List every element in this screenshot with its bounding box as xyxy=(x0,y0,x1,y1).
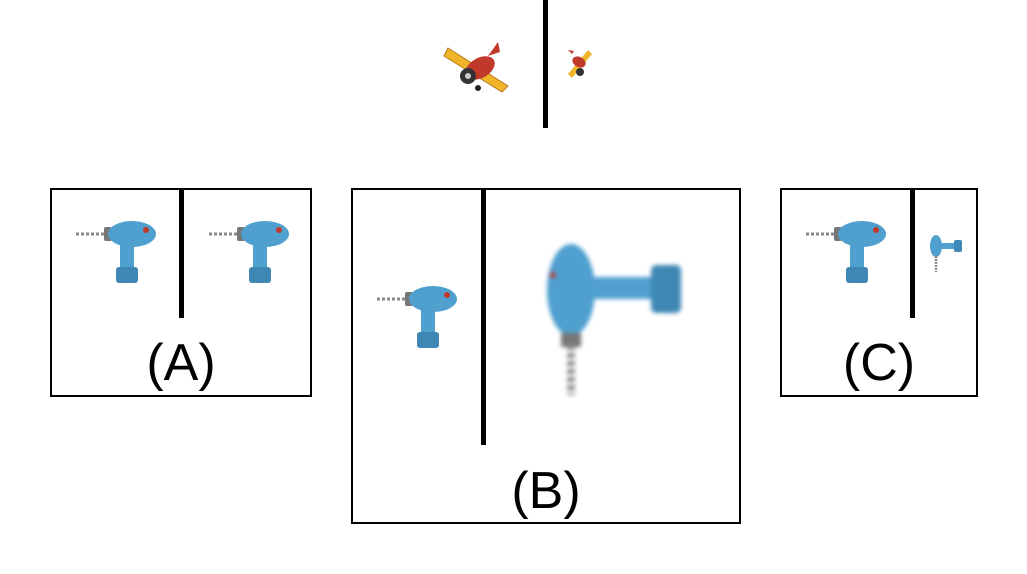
option-c-label: (C) xyxy=(842,334,916,392)
option-c-box[interactable]: (C) xyxy=(780,188,978,397)
option-b-label: (B) xyxy=(511,462,581,520)
toy-airplane-icon-small xyxy=(568,50,592,78)
toy-drill-icon xyxy=(806,221,886,283)
option-a-divider xyxy=(179,190,184,318)
toy-drill-icon xyxy=(76,221,156,283)
toy-drill-icon-large-rotated xyxy=(547,244,681,395)
toy-drill-icon xyxy=(377,286,457,348)
option-a-box[interactable]: (A) xyxy=(50,188,312,397)
toy-airplane-icon xyxy=(443,42,509,93)
option-c-divider xyxy=(910,190,915,318)
option-b-box[interactable]: (B) xyxy=(351,188,741,524)
reference-divider xyxy=(543,0,548,128)
toy-drill-icon xyxy=(209,221,289,283)
toy-drill-icon-small-rotated xyxy=(930,235,962,272)
option-b-divider xyxy=(481,190,486,445)
option-a-label: (A) xyxy=(146,334,216,392)
